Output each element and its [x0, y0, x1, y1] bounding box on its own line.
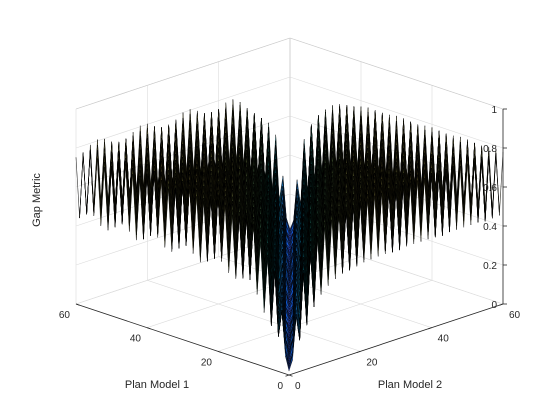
x-axis-line: [288, 303, 504, 376]
surface-face: [488, 148, 497, 216]
z-tick-label: 0.2: [483, 261, 497, 272]
x-tick-mark: [288, 374, 293, 377]
grid-line: [75, 76, 291, 149]
grid-line: [289, 232, 504, 305]
axes-box-front: [75, 109, 504, 376]
surface-mesh: [75, 99, 504, 372]
axis-ticks: 0 20 40 60 0 20 40 60 0 0.2 0.4 0.6 0.8 1: [59, 105, 521, 392]
y-tick-label: 40: [438, 334, 450, 345]
y-tick-mark: [428, 327, 432, 330]
z-tick-label: 0.6: [483, 183, 497, 194]
z-tick-label: 1: [491, 105, 497, 116]
z-axis-label: Gap Metric: [31, 173, 43, 227]
surface-face: [90, 144, 98, 210]
x-tick-label: 60: [59, 310, 71, 321]
y-axis-line: [75, 303, 290, 376]
y-tick-label: 60: [509, 310, 521, 321]
x-tick-mark: [75, 303, 80, 306]
grid-line: [218, 256, 432, 328]
x-tick-label: 40: [130, 334, 142, 345]
grid-line: [146, 256, 362, 328]
z-tick-label: 0: [491, 300, 497, 311]
z-tick-label: 0.4: [483, 222, 497, 233]
x-tick-mark: [146, 327, 151, 330]
y-tick-label: 20: [366, 357, 378, 368]
y-tick-mark: [499, 303, 504, 306]
y-axis-label: Plan Model 2: [378, 379, 442, 391]
box-edge: [75, 37, 291, 110]
surface-face: [79, 152, 87, 218]
x-tick-mark: [217, 350, 222, 353]
z-tick-label: 0.8: [483, 144, 497, 155]
grid-line: [217, 280, 433, 352]
box-edge: [289, 37, 504, 110]
x-axis-label: Plan Model 1: [125, 379, 189, 391]
grid-line: [147, 280, 361, 352]
x-tick-label: 20: [201, 357, 213, 368]
y-tick-mark: [285, 374, 290, 377]
surface-face: [285, 355, 293, 372]
y-tick-mark: [356, 350, 361, 353]
surface-face: [492, 148, 500, 216]
surface-face: [75, 154, 84, 219]
y-tick-label: 0: [295, 381, 301, 392]
x-tick-label: 0: [277, 381, 283, 392]
surface-face: [82, 149, 91, 215]
grid-line: [289, 76, 504, 149]
grid-line: [75, 232, 291, 305]
surface-face: [82, 150, 91, 215]
